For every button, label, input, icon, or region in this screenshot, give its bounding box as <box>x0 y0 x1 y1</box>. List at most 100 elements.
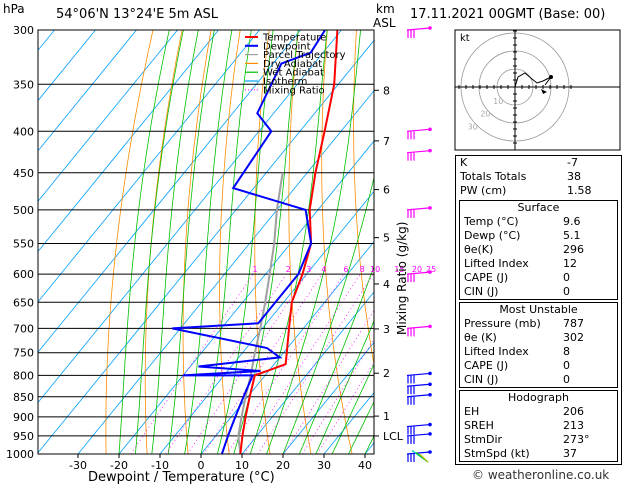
km-tick-label: 6 <box>383 184 390 197</box>
legend-entry: Dry Adiabat <box>263 59 322 70</box>
isotherm-line <box>38 30 179 202</box>
hodo-row: StmSpd (kt) 37 <box>464 447 577 460</box>
wind-barb <box>406 207 431 211</box>
km-tick-label: 4 <box>383 278 390 291</box>
mixing-ratio-label: 4 <box>321 265 326 274</box>
pressure-tick-label: 800 <box>13 369 34 382</box>
index-pw: PW (cm) 1.58 <box>460 184 592 197</box>
pressure-tick-label: 700 <box>13 322 34 335</box>
surface-row: CAPE (J) 0 <box>464 271 570 284</box>
isotherm-line <box>77 90 374 454</box>
mixing-ratio-line <box>257 273 374 454</box>
temp-tick-label: 20 <box>276 459 290 472</box>
wind-barb-dot <box>428 422 432 427</box>
mixing-ratio-axis-label: Mixing Ratio (g/kg) <box>395 221 409 335</box>
pressure-unit: hPa <box>3 2 25 16</box>
wind-barb-dot <box>428 382 432 387</box>
mixing-ratio-label: 15 <box>394 265 404 274</box>
legend-entry: Temperature <box>262 33 326 44</box>
wind-barb <box>406 372 431 377</box>
temp-tick-label: 0 <box>198 459 205 472</box>
hodo-row: EH 206 <box>464 405 584 418</box>
isotherm-line <box>118 140 374 454</box>
pressure-tick-label: 300 <box>13 24 34 37</box>
mixing-ratio-label: 1 <box>253 265 258 274</box>
pressure-tick-label: 350 <box>13 78 34 91</box>
hodograph-end-point <box>549 75 553 79</box>
surface-row: Dewp (°C) 5.1 <box>464 229 581 242</box>
wind-barb-dot <box>428 450 432 454</box>
pressure-tick-label: 900 <box>13 411 34 424</box>
legend-entry: Mixing Ratio <box>263 85 325 96</box>
index-k: K -7 <box>460 156 578 169</box>
mixing-ratio-label: 3 <box>306 265 311 274</box>
mixing-ratio-label: 25 <box>426 265 436 274</box>
wind-barb-dot <box>428 432 432 436</box>
legend-entry: Isotherm <box>263 77 307 88</box>
surface-row: θe(K) 296 <box>464 243 584 256</box>
wind-barb-dot <box>428 127 432 132</box>
pressure-tick-label: 650 <box>13 296 34 309</box>
pressure-tick-label: 550 <box>13 237 34 250</box>
wet-adiabat-line <box>348 400 374 454</box>
isotherm-line <box>159 190 374 454</box>
surface-wind-trace <box>419 454 429 463</box>
wind-barb <box>406 150 431 154</box>
surface-row: CIN (J) 0 <box>464 285 570 298</box>
km-tick-label: LCL <box>383 430 404 443</box>
parcel-trajectory <box>237 172 284 454</box>
wind-barb-dot <box>428 148 432 153</box>
isotherm-line <box>38 30 97 102</box>
index-totals: Totals Totals 38 <box>460 170 581 183</box>
km-tick-label: 1 <box>383 410 390 423</box>
pressure-tick-label: 500 <box>13 204 34 217</box>
mu-row: CIN (J) 0 <box>464 373 570 386</box>
isotherm-line <box>38 30 261 303</box>
indices-table: K -7 Totals Totals 38 PW (cm) 1.58 Surface … <box>455 155 622 465</box>
wind-barb <box>406 271 431 275</box>
wind-barb-dot <box>428 392 432 397</box>
hodograph-section: Hodograph EH 206 SREH 213 StmDir 273° StmSp… <box>459 390 618 462</box>
wind-barb-dot <box>428 324 432 329</box>
hodo-row: StmDir 273° <box>464 433 590 446</box>
dry-adiabat-line <box>385 30 435 454</box>
hodograph-frame <box>454 29 621 151</box>
km-tick-label: 3 <box>383 323 390 336</box>
wind-barb-dot <box>428 26 432 30</box>
mixing-ratio-line <box>243 273 361 454</box>
wind-barb-dot <box>428 371 432 376</box>
temp-tick-label: 40 <box>358 459 372 472</box>
pressure-tick-label: 750 <box>13 347 34 360</box>
wind-barb-dot <box>428 270 432 274</box>
hodograph-ring-label: 30 <box>468 122 478 131</box>
wind-barb <box>406 27 431 31</box>
legend-entry: Dewpoint <box>263 41 311 52</box>
pressure-tick-label: 400 <box>13 125 34 138</box>
most-unstable-section: Most Unstable Pressure (mb) 787 θe (K) 302… <box>459 302 618 388</box>
pressure-tick-label: 1000 <box>6 448 34 461</box>
wind-barb <box>406 433 431 437</box>
pressure-tick-label: 450 <box>13 167 34 180</box>
km-tick-label: 8 <box>383 84 390 97</box>
wind-barb <box>406 128 431 132</box>
surface-section: Surface Temp (°C) 9.6 Dewp (°C) 5.1 θe(K) 2… <box>459 200 618 300</box>
temp-tick-label: 10 <box>235 459 249 472</box>
mixing-ratio-label: 6 <box>343 265 348 274</box>
mu-row: CAPE (J) 0 <box>464 359 570 372</box>
wind-barb <box>406 325 431 329</box>
mixing-ratio-label: 20 <box>412 265 422 274</box>
isotherm-line <box>38 30 138 152</box>
location-title: 54°06'N 13°24'E 5m ASL <box>56 7 218 22</box>
km-tick-label: 5 <box>383 232 390 245</box>
mu-row: Lifted Index 8 <box>464 345 570 358</box>
wind-barb <box>406 383 431 387</box>
legend-entry: Parcel Trajectory <box>263 50 346 61</box>
isotherm-line <box>38 30 302 353</box>
wind-barb <box>406 451 431 455</box>
temp-tick-label: -30 <box>69 459 87 472</box>
isotherm-line <box>282 341 374 454</box>
legend-entry: Wet Adiabat <box>263 68 324 79</box>
